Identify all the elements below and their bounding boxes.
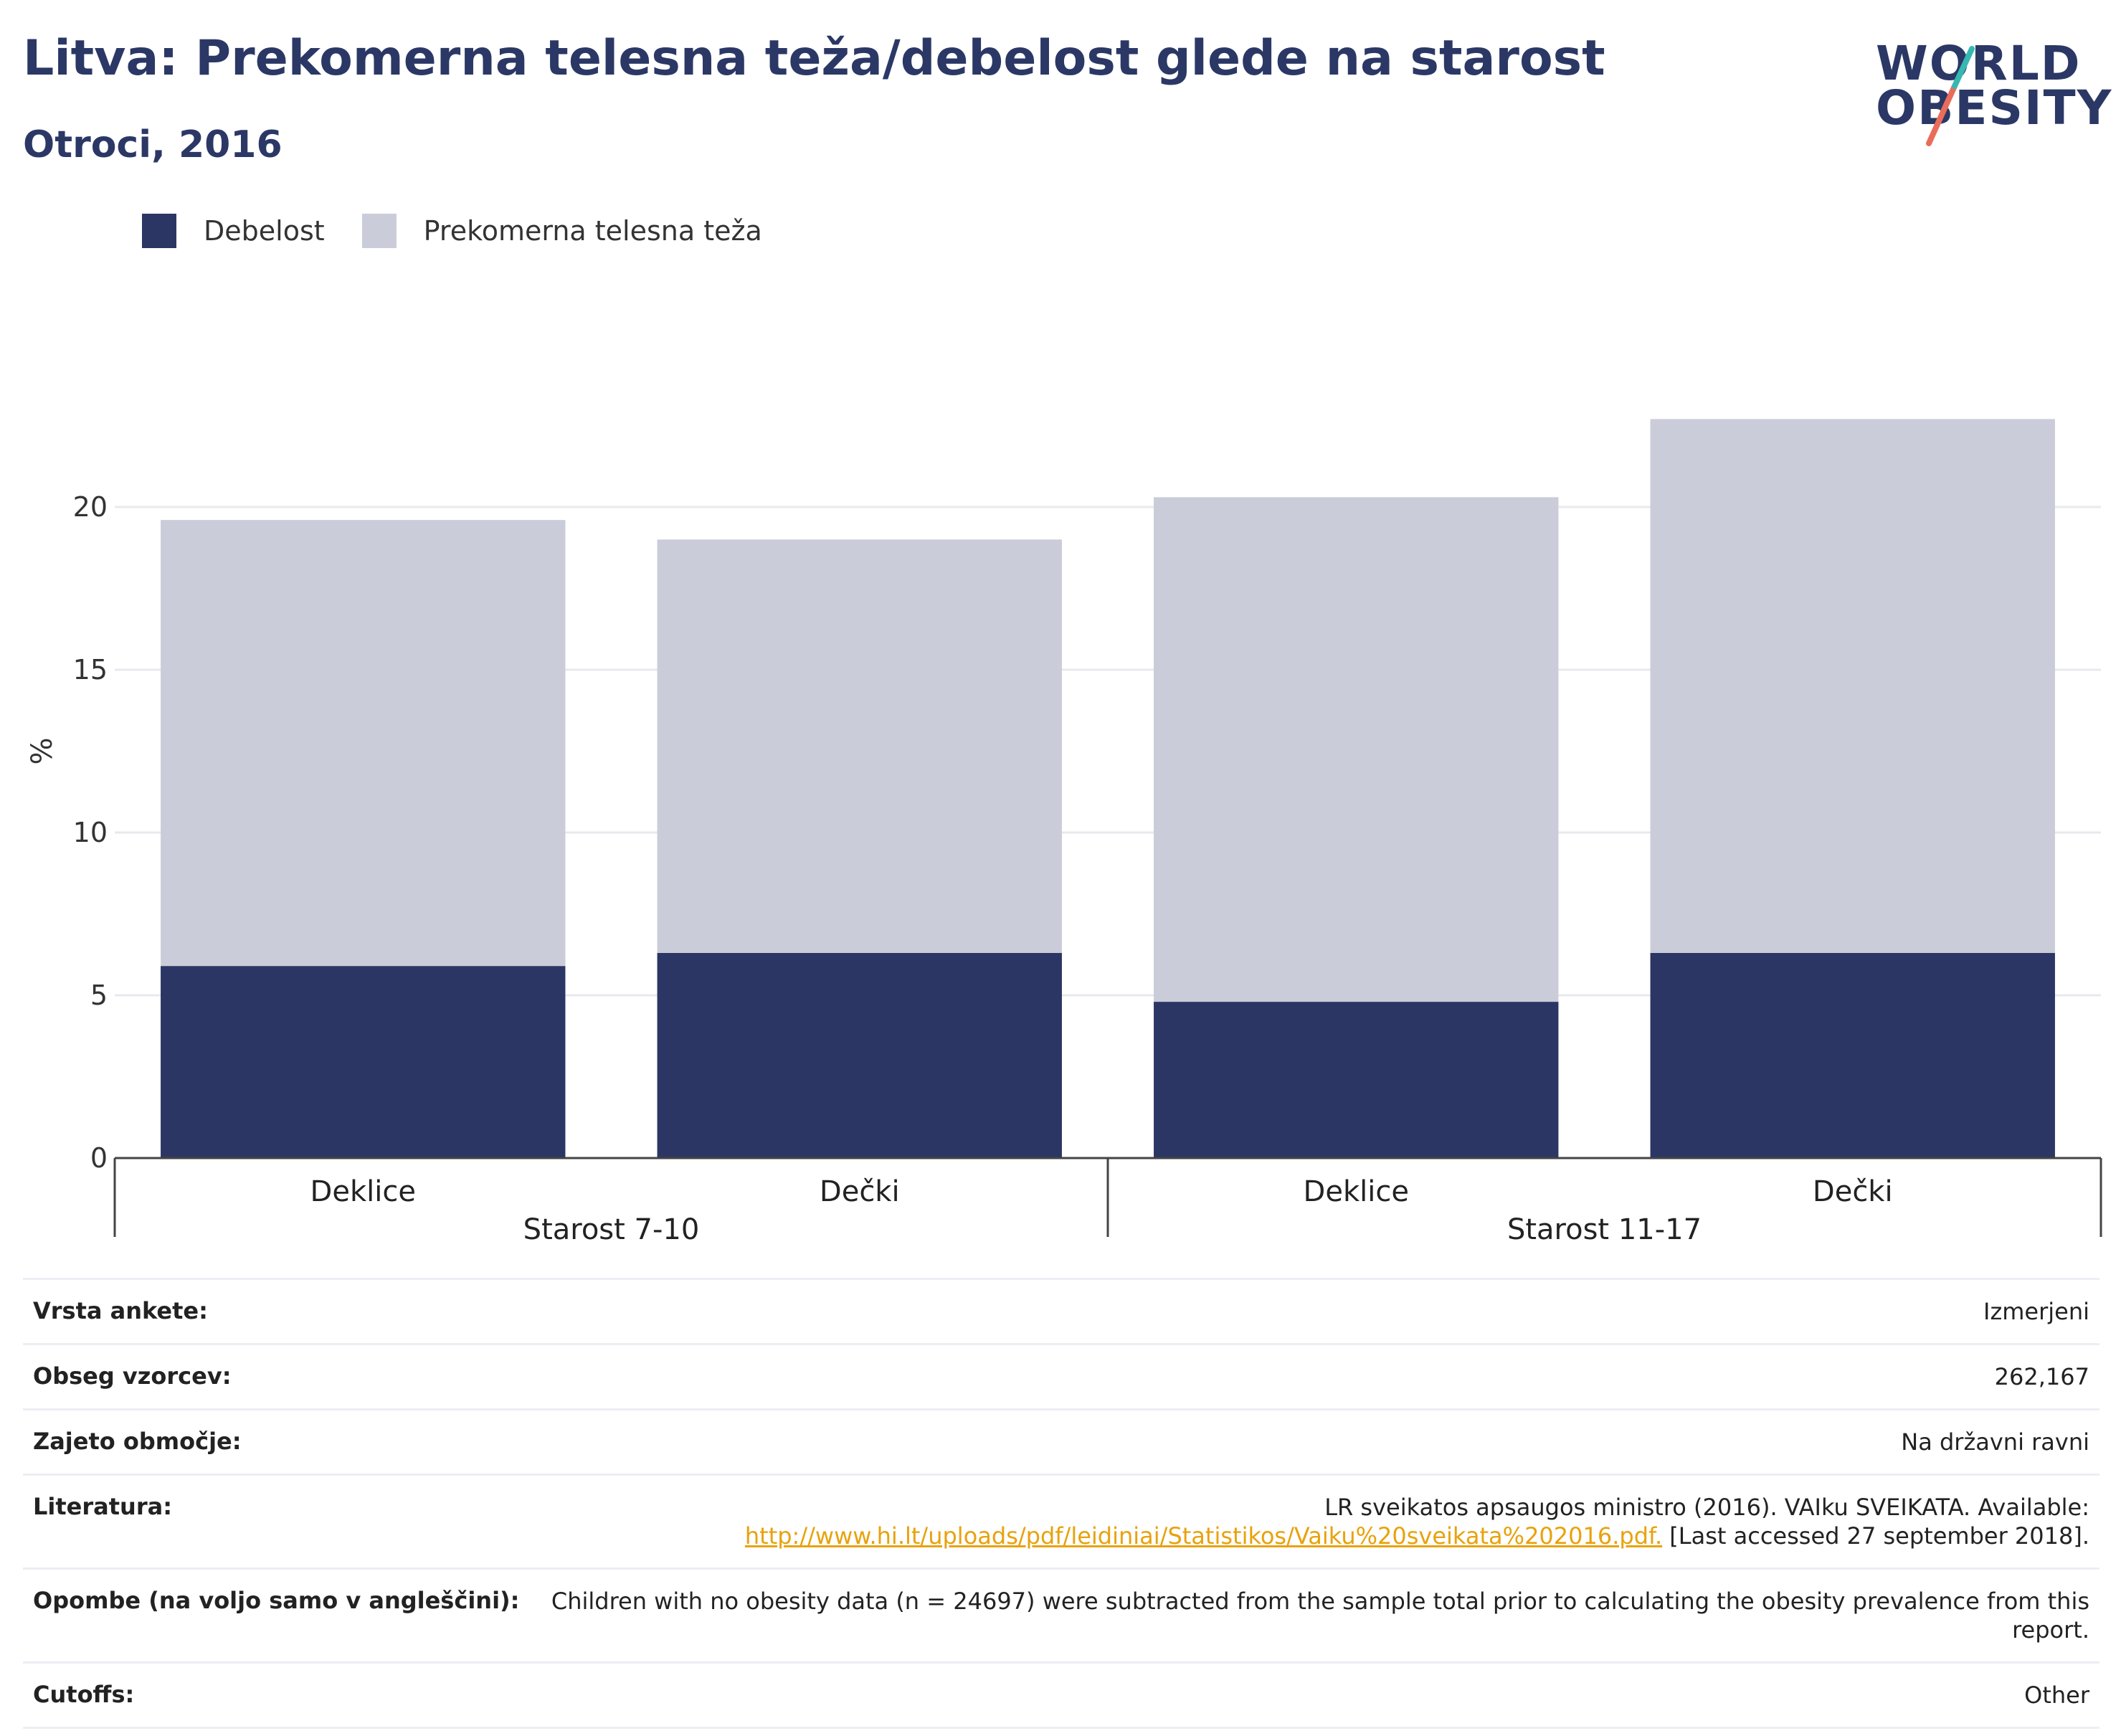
y-tick-label: 15 (73, 654, 108, 686)
group-label: Starost 7-10 (523, 1213, 700, 1246)
y-tick-label: 5 (90, 980, 108, 1011)
notes-value: Children with no obesity data (n = 24697… (551, 1588, 2089, 1643)
legend-label-overweight: Prekomerna telesna teža (423, 215, 762, 247)
legend-item-overweight[interactable]: Prekomerna telesna teža (361, 214, 762, 248)
references-link[interactable]: http://www.hi.lt/uploads/pdf/leidiniai/S… (744, 1522, 1663, 1550)
legend-swatch-obesity (142, 214, 176, 248)
cutoffs-label: Cutoffs: (33, 1681, 135, 1708)
logo-slash-icon (1926, 46, 1975, 146)
area-label: Zajeto območje: (33, 1428, 242, 1455)
references-value: LR sveikatos apsaugos ministro (2016). V… (745, 1493, 2089, 1550)
survey-info-table: Vrsta ankete: Izmerjeni Obseg vzorcev: 2… (23, 1278, 2099, 1729)
sample-size-label: Obseg vzorcev: (33, 1362, 232, 1390)
page-subtitle: Otroci, 2016 (23, 123, 283, 166)
bar-overweight (1154, 497, 1559, 1002)
area-value: Na državni ravni (1901, 1428, 2089, 1456)
x-tick-label: Dečki (1813, 1175, 1893, 1208)
y-tick-label: 10 (73, 817, 108, 848)
page-title: Litva: Prekomerna telesna teža/debelost … (23, 30, 1605, 87)
legend-item-obesity[interactable]: Debelost (142, 214, 325, 248)
bar-obesity (1650, 952, 2055, 1158)
info-row-survey-type: Vrsta ankete: Izmerjeni (23, 1278, 2099, 1343)
logo-line-2: OBESITY (1876, 80, 2113, 136)
x-tick-label: Dečki (820, 1175, 900, 1208)
y-tick-label: 20 (73, 491, 108, 523)
references-accessed: [Last accessed 27 september 2018]. (1669, 1522, 2089, 1550)
bar-overweight (161, 520, 566, 967)
sample-size-value: 262,167 (1994, 1363, 2089, 1390)
survey-type-value: Izmerjeni (1983, 1298, 2089, 1325)
notes-label: Opombe (na voljo samo v angleščini): (33, 1587, 520, 1614)
group-label: Starost 11-17 (1507, 1213, 1702, 1246)
chart-legend: Debelost Prekomerna telesna teža (142, 214, 799, 248)
legend-label-obesity: Debelost (204, 215, 325, 247)
survey-type-label: Vrsta ankete: (33, 1297, 208, 1324)
cutoffs-value: Other (2024, 1682, 2089, 1709)
x-tick-label: Deklice (310, 1175, 416, 1208)
info-row-sample-size: Obseg vzorcev: 262,167 (23, 1343, 2099, 1408)
info-row-area: Zajeto območje: Na državni ravni (23, 1408, 2099, 1474)
x-tick-label: Deklice (1304, 1175, 1409, 1208)
info-row-notes: Opombe (na voljo samo v angleščini): Chi… (23, 1567, 2099, 1661)
world-obesity-logo: WORLD OBESITY (1871, 36, 2111, 151)
stacked-bar-chart: 0 5 10 15 20% Deklice Dečki Deklice Dečki Starost… (26, 419, 2102, 1246)
bar-obesity (1154, 1002, 1559, 1158)
info-row-references: Literatura: LR sveikatos apsaugos minist… (23, 1474, 2099, 1567)
references-text: LR sveikatos apsaugos ministro (2016). V… (1324, 1494, 2089, 1521)
y-tick-label: 0 (90, 1142, 108, 1174)
y-axis-label: % (26, 737, 59, 764)
bar-obesity (161, 966, 566, 1158)
bar-overweight (657, 539, 1062, 953)
legend-swatch-overweight (361, 214, 397, 248)
info-row-cutoffs: Cutoffs: Other (23, 1661, 2099, 1729)
bar-obesity (657, 952, 1062, 1158)
bar-overweight (1650, 419, 2055, 953)
references-label: Literatura: (33, 1493, 172, 1520)
logo-line-1: WORLD (1876, 36, 2082, 91)
